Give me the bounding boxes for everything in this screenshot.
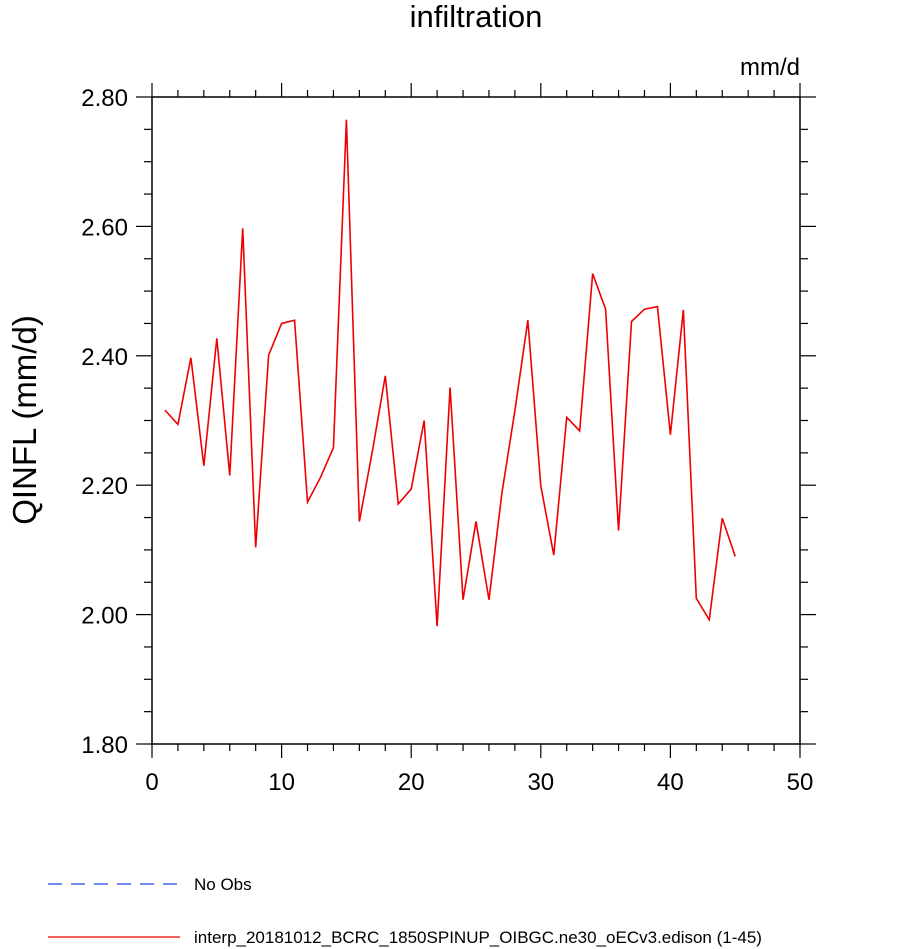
y-tick-label: 2.00: [81, 603, 128, 630]
y-tick-label: 1.80: [81, 732, 128, 759]
legend-label-no-obs: No Obs: [194, 875, 252, 894]
x-tick-label: 10: [268, 769, 295, 796]
units-label: mm/d: [740, 54, 800, 81]
y-axis-label: QINFL (mm/d): [6, 315, 43, 525]
y-tick-label: 2.40: [81, 344, 128, 371]
x-tick-label: 40: [657, 769, 684, 796]
chart-title: infiltration: [410, 0, 543, 34]
x-tick-label: 0: [145, 769, 158, 796]
series-line-1: [164, 119, 736, 627]
y-tick-label: 2.80: [81, 85, 128, 112]
axis-ticks: [136, 83, 816, 758]
series-layer: [164, 119, 736, 627]
y-tick-label: 2.20: [81, 473, 128, 500]
plot-frame: [151, 96, 801, 745]
y-tick-label: 2.60: [81, 214, 128, 241]
x-tick-label: 50: [787, 769, 814, 796]
x-tick-label: 30: [527, 769, 554, 796]
x-tick-label: 20: [398, 769, 425, 796]
axis-tick-labels: 0 10 20 30 40 50 1.80 2.00 2.20 2.40 2.60 2.80: [81, 85, 813, 796]
legend-label-model: interp_20181012_BCRC_1850SPINUP_OIBGC.ne…: [194, 928, 762, 947]
legend: No Obs interp_20181012_BCRC_1850SPINUP_O…: [48, 875, 762, 947]
